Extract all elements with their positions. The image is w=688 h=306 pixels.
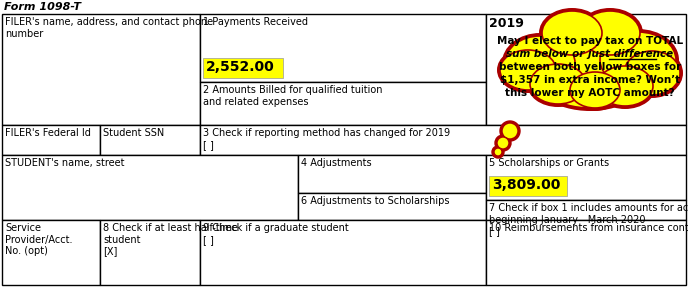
Bar [298, 193, 486, 220]
Ellipse shape [567, 69, 623, 111]
Bar [2, 14, 200, 125]
Text: 2019: 2019 [489, 17, 524, 30]
Bar [486, 155, 686, 200]
Text: 8 Check if at least half-time
student
[X]: 8 Check if at least half-time student [X… [103, 223, 238, 256]
Bar [200, 82, 486, 125]
Text: between both yellow boxes for: between both yellow boxes for [499, 62, 681, 72]
Bar [486, 220, 686, 285]
Text: May I elect to pay tax on TOTAL: May I elect to pay tax on TOTAL [497, 36, 683, 46]
Circle shape [492, 146, 504, 158]
Bar [200, 220, 486, 285]
Ellipse shape [539, 8, 605, 58]
Text: Service
Provider/Acct.
No. (opt): Service Provider/Acct. No. (opt) [5, 223, 72, 256]
Bar [100, 220, 200, 285]
Text: Form 1098-T: Form 1098-T [4, 2, 81, 12]
Bar [2, 125, 100, 155]
Bar [298, 155, 486, 193]
Text: 10 Reimbursements from insurance contract: 10 Reimbursements from insurance contrac… [489, 223, 688, 233]
Ellipse shape [530, 28, 650, 108]
Ellipse shape [597, 29, 679, 91]
Bar [489, 176, 567, 196]
Text: sum below or just difference: sum below or just difference [506, 49, 674, 59]
Ellipse shape [570, 72, 620, 108]
Text: $1,357 in extra income? Won’t: $1,357 in extra income? Won’t [500, 75, 680, 85]
Text: 2,552.00: 2,552.00 [206, 60, 275, 74]
Bar [486, 200, 686, 220]
Ellipse shape [502, 33, 578, 93]
Text: 1 Payments Received: 1 Payments Received [203, 17, 308, 27]
Text: 4 Adjustments: 4 Adjustments [301, 158, 372, 168]
Ellipse shape [580, 11, 640, 55]
Text: 3 Check if reporting method has changed for 2019
[ ]: 3 Check if reporting method has changed … [203, 128, 450, 150]
Text: 5 Scholarships or Grants: 5 Scholarships or Grants [489, 158, 609, 168]
Ellipse shape [527, 61, 589, 107]
Text: FILER's name, address, and contact phone
number: FILER's name, address, and contact phone… [5, 17, 213, 39]
Ellipse shape [594, 63, 656, 109]
Ellipse shape [600, 32, 676, 88]
Circle shape [500, 121, 520, 141]
Ellipse shape [500, 50, 556, 90]
Bar [100, 125, 200, 155]
Bar [203, 58, 283, 78]
Circle shape [494, 148, 502, 156]
Ellipse shape [621, 48, 683, 98]
Bar [486, 14, 686, 125]
Ellipse shape [497, 47, 559, 93]
Circle shape [497, 137, 509, 149]
Text: FILER's Federal Id: FILER's Federal Id [5, 128, 91, 138]
Ellipse shape [577, 8, 643, 58]
Bar [2, 155, 298, 220]
Ellipse shape [624, 51, 680, 95]
Ellipse shape [542, 11, 602, 55]
Text: 3,809.00: 3,809.00 [492, 178, 560, 192]
Text: 7 Check if box 1 includes amounts for academic period
beginning January - March : 7 Check if box 1 includes amounts for ac… [489, 203, 688, 236]
Bar [200, 14, 486, 82]
Ellipse shape [597, 66, 653, 106]
Text: 9 Check if a graduate student
[ ]: 9 Check if a graduate student [ ] [203, 223, 349, 244]
Text: this lower my AOTC amount?: this lower my AOTC amount? [505, 88, 675, 98]
Text: 2 Amounts Billed for qualified tuition
and related expenses: 2 Amounts Billed for qualified tuition a… [203, 85, 383, 106]
Bar [200, 125, 686, 155]
Bar [2, 220, 100, 285]
Text: 6 Adjustments to Scholarships: 6 Adjustments to Scholarships [301, 196, 449, 206]
Ellipse shape [505, 36, 575, 90]
Text: STUDENT's name, street: STUDENT's name, street [5, 158, 125, 168]
Circle shape [495, 135, 511, 151]
Circle shape [502, 123, 518, 139]
Ellipse shape [527, 25, 653, 111]
Text: Student SSN: Student SSN [103, 128, 164, 138]
Ellipse shape [530, 64, 586, 104]
